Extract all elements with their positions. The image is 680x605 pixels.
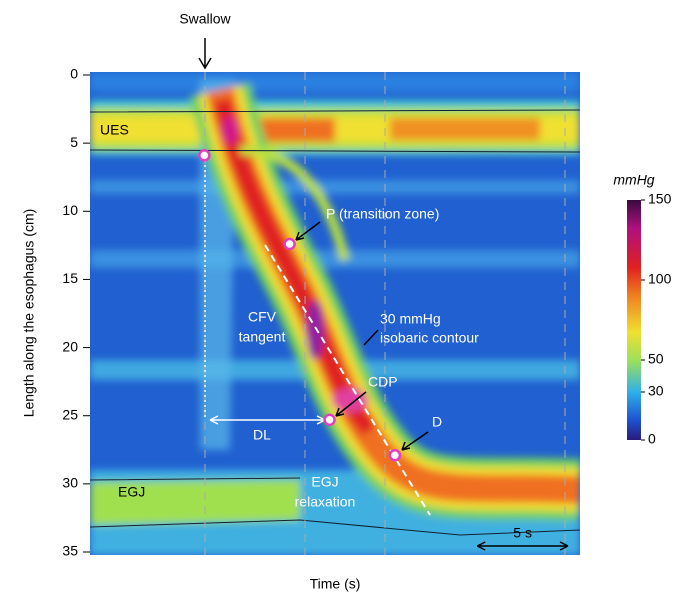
dl-label: DL	[253, 427, 271, 443]
y-tick-label: 10	[62, 202, 78, 218]
y-axis-label: Length along the esophagus (cm)	[21, 209, 37, 418]
landmark-point	[198, 149, 211, 162]
colorbar	[627, 200, 641, 440]
heatmap	[90, 72, 580, 555]
y-tick-label: 0	[70, 66, 78, 82]
y-tick-label: 5	[70, 134, 78, 150]
swallow-arrow	[198, 38, 212, 70]
scale-bar	[476, 541, 569, 551]
swallow-label: Swallow	[179, 11, 231, 27]
colorbar-tick-label: 50	[648, 351, 664, 367]
colorbar-label: mmHg	[613, 172, 654, 188]
colorbar-tick-label: 150	[648, 191, 672, 207]
landmark-point	[323, 413, 336, 427]
colorbar-tick-label: 0	[648, 431, 656, 447]
y-tick-label: 25	[62, 406, 78, 422]
contour-label: isobaric contour	[380, 330, 479, 346]
cfv-label: tangent	[239, 329, 286, 345]
ues-label: UES	[100, 122, 129, 138]
relax-label: EGJ	[311, 474, 338, 490]
colorbar-tick-label: 100	[648, 271, 672, 287]
landmark-point	[283, 237, 296, 251]
landmark-point	[388, 448, 402, 462]
colorbar-tick-label: 30	[648, 383, 664, 399]
cfv-label: CFV	[248, 309, 277, 325]
d-label: D	[432, 414, 442, 430]
cdp-label: CDP	[368, 374, 398, 390]
p-label: P (transition zone)	[326, 206, 439, 222]
y-tick-label: 15	[62, 270, 78, 286]
contour-label: 30 mmHg	[380, 311, 441, 327]
y-tick-label: 35	[62, 543, 78, 559]
y-tick-label: 30	[62, 475, 78, 491]
relax-label: relaxation	[295, 494, 356, 510]
scale-bar-label: 5 s	[513, 525, 532, 541]
x-axis-label: Time (s)	[310, 576, 361, 592]
egj-label: EGJ	[118, 484, 145, 500]
y-tick-label: 20	[62, 338, 78, 354]
